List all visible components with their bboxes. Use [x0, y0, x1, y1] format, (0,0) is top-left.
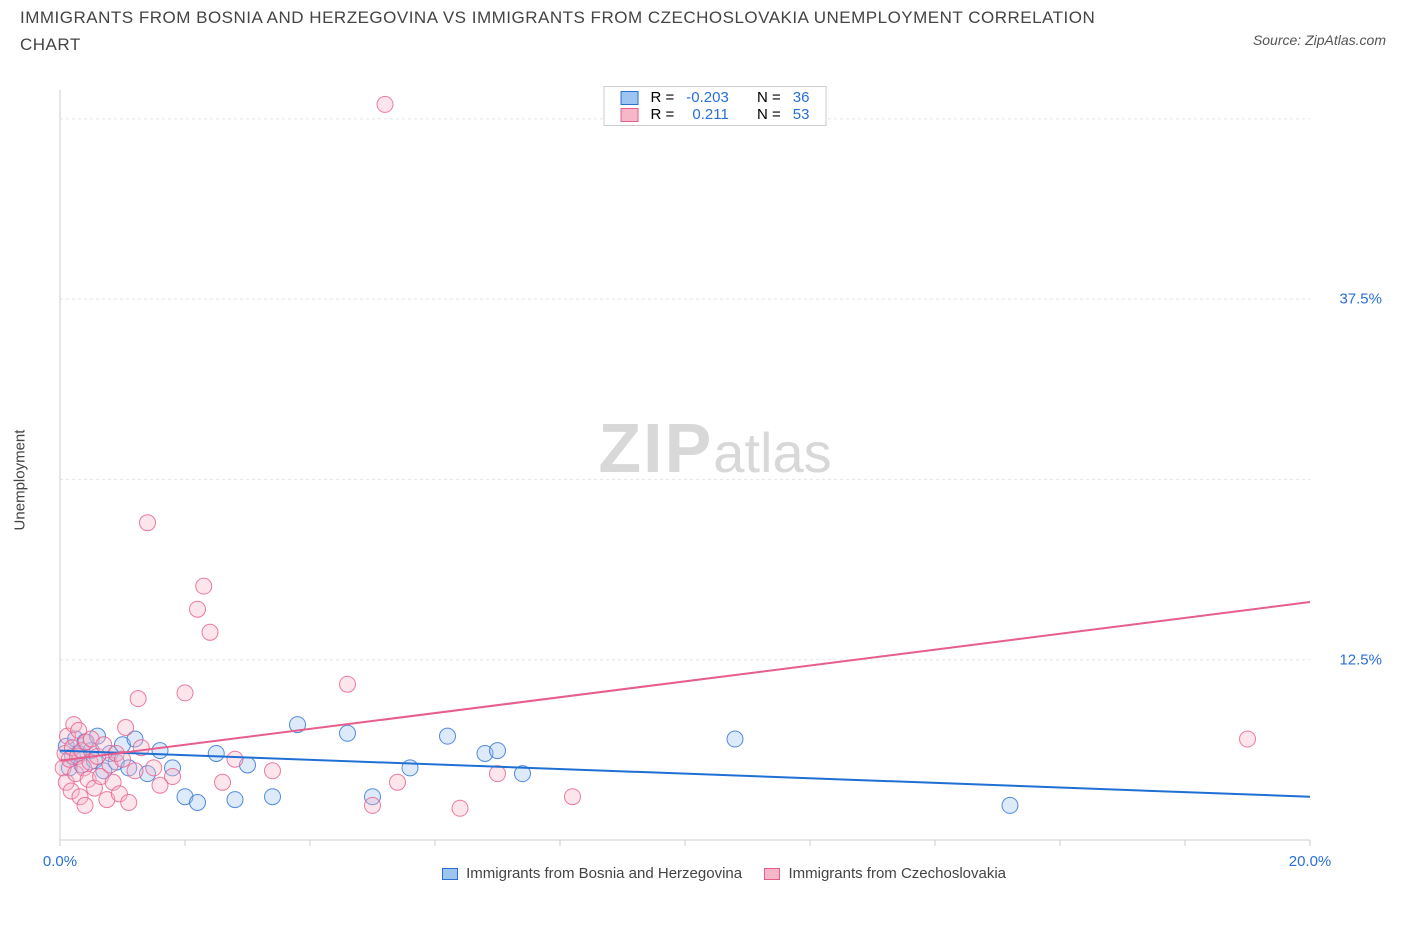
y-tick-label: 37.5%	[1339, 291, 1382, 308]
y-axis-label: Unemployment	[12, 430, 29, 531]
legend-label-bosnia: Immigrants from Bosnia and Herzegovina	[466, 865, 742, 882]
legend-row-czech: R = 0.211 N = 53	[615, 106, 816, 123]
swatch-bosnia	[621, 91, 639, 105]
plot-area: Unemployment ZIPatlas R = -0.203 N = 36 …	[50, 80, 1380, 880]
y-tick-label: 12.5%	[1339, 651, 1382, 668]
swatch-bosnia-bottom	[442, 868, 458, 880]
swatch-czech	[621, 108, 639, 122]
legend-row-bosnia: R = -0.203 N = 36	[615, 89, 816, 106]
legend-bottom: Immigrants from Bosnia and Herzegovina I…	[50, 865, 1380, 882]
chart-title: IMMIGRANTS FROM BOSNIA AND HERZEGOVINA V…	[20, 4, 1120, 58]
swatch-czech-bottom	[764, 868, 780, 880]
source-label: Source: ZipAtlas.com	[1253, 4, 1386, 48]
scatter-chart-svg	[50, 80, 1380, 880]
legend-stats-box: R = -0.203 N = 36 R = 0.211 N = 53	[604, 86, 827, 126]
legend-label-czech: Immigrants from Czechoslovakia	[788, 865, 1006, 882]
